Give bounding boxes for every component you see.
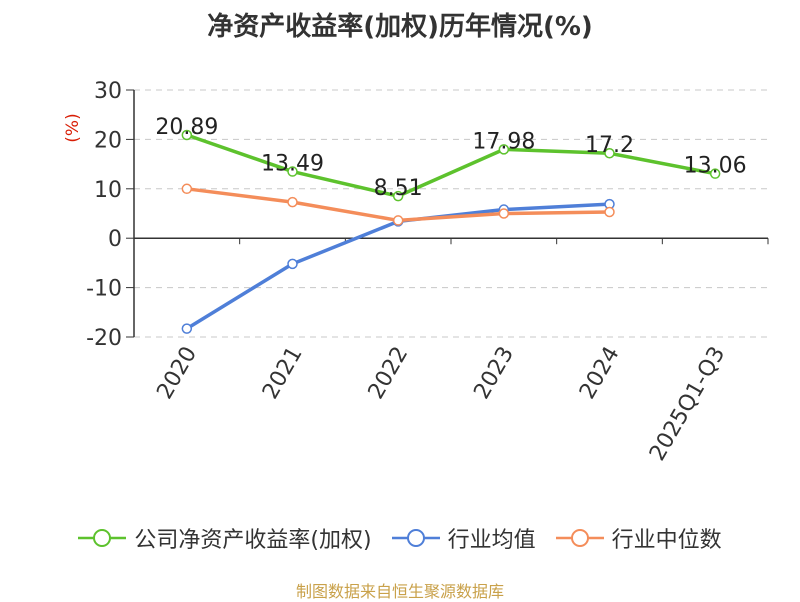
y-tick-label: 20 — [94, 128, 122, 153]
data-point — [287, 258, 298, 270]
data-label: 13.06 — [684, 154, 747, 179]
legend-swatch-marker — [406, 529, 425, 547]
data-label: 8.51 — [374, 176, 423, 201]
x-tick-label: 2025Q1-Q3 — [645, 343, 730, 466]
x-tick-label: 2024 — [575, 343, 625, 404]
data-point — [181, 183, 193, 195]
y-axis-label: (%) — [63, 113, 83, 142]
legend: 公司净资产收益率(加权) 行业均值 行业中位数 — [0, 518, 800, 558]
data-point — [498, 208, 510, 219]
data-point — [181, 323, 193, 334]
y-tick-label: -10 — [86, 277, 122, 302]
data-point — [392, 190, 404, 202]
data-label: 13.49 — [261, 152, 324, 177]
legend-label: 行业均值 — [447, 528, 536, 553]
legend-label: 行业中位数 — [611, 528, 722, 553]
series-lines — [181, 129, 721, 334]
data-point — [287, 166, 298, 177]
x-tick-label: 2020 — [152, 343, 202, 404]
legend-item[interactable]: 行业均值 — [391, 522, 536, 554]
data-point — [181, 129, 193, 141]
y-tick-label: 0 — [108, 227, 122, 252]
x-tick-label: 2021 — [258, 343, 308, 404]
legend-item[interactable]: 行业中位数 — [555, 522, 722, 554]
legend-label: 公司净资产收益率(加权) — [134, 528, 372, 553]
y-tick-label: -20 — [86, 326, 122, 351]
data-point — [709, 168, 721, 179]
data-point — [287, 196, 298, 208]
legend-swatch-marker — [93, 529, 112, 547]
data-labels: 20.89 13.49 8.51 17.98 17.2 13.06 — [155, 115, 746, 201]
legend-item[interactable]: 公司净资产收益率(加权) — [78, 522, 372, 554]
y-tick-label: 10 — [94, 178, 122, 203]
data-point — [604, 147, 615, 159]
data-label: 17.2 — [585, 133, 634, 158]
legend-swatch-icon — [555, 529, 604, 547]
legend-swatch-marker — [570, 529, 589, 547]
x-tick-label: 2023 — [469, 343, 519, 404]
series-line — [186, 133, 716, 198]
data-point — [392, 215, 404, 226]
grid-lines — [134, 89, 768, 338]
x-tick-label: 2022 — [364, 343, 414, 404]
source-note: 制图数据来自恒生聚源数据库 — [295, 582, 504, 601]
chart-title: 净资产收益率(加权)历年情况(%) — [207, 12, 593, 42]
data-label: 17.98 — [472, 129, 535, 154]
data-point — [498, 144, 510, 155]
data-label: 20.89 — [155, 115, 218, 140]
data-point — [604, 206, 615, 218]
y-tick-label: 30 — [94, 79, 122, 104]
legend-swatch-icon — [78, 529, 127, 547]
legend-swatch-icon — [391, 529, 440, 547]
